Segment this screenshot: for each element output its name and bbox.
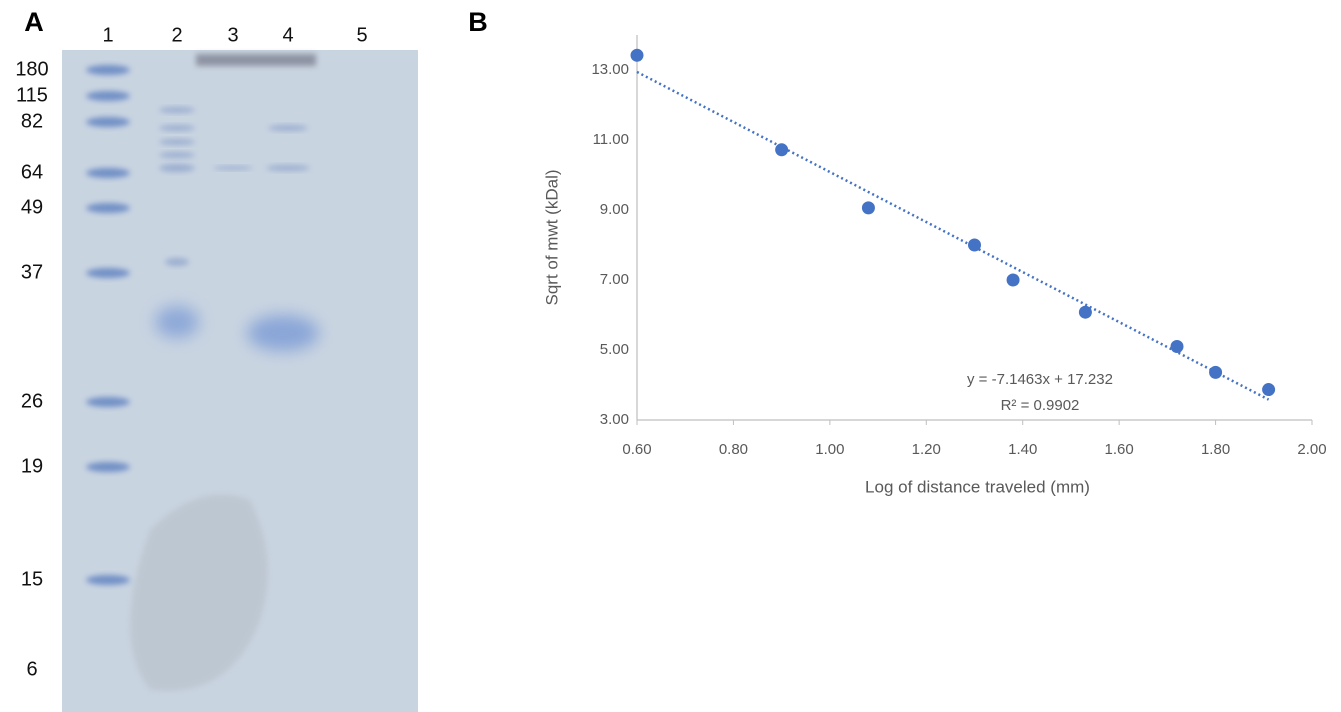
gel-band <box>159 152 195 158</box>
marker-band <box>86 203 130 213</box>
point <box>861 201 875 215</box>
marker-band <box>86 397 130 407</box>
r-squared: R² = 0.9902 <box>1001 397 1080 414</box>
point <box>1170 340 1184 353</box>
marker-band <box>86 91 130 101</box>
gel-band <box>159 125 195 131</box>
marker-label: 19 <box>21 455 43 477</box>
gel-band <box>266 165 310 171</box>
x-tick-label: 1.20 <box>912 441 941 458</box>
lane-label: 3 <box>227 24 238 46</box>
point <box>1262 383 1276 397</box>
x-tick-label: 1.60 <box>1105 441 1134 458</box>
marker-label: 82 <box>21 110 43 132</box>
x-tick-label: 2.00 <box>1297 441 1326 458</box>
y-axis-label: Sqrt of mwt (kDal) <box>542 169 561 305</box>
marker-label: 26 <box>21 390 43 412</box>
lane-label: 2 <box>171 24 182 46</box>
lane-label: 1 <box>102 24 113 46</box>
point <box>1078 305 1092 319</box>
marker-band <box>86 117 130 127</box>
gel-band <box>165 258 189 266</box>
lane-label: 5 <box>356 24 367 46</box>
gel-edge <box>196 54 316 66</box>
panel-label: B <box>468 7 488 37</box>
panel-label: A <box>24 7 44 37</box>
marker-label: 49 <box>21 196 43 218</box>
gel-band <box>159 139 195 145</box>
marker-band <box>86 168 130 178</box>
x-tick-label: 1.00 <box>815 441 844 458</box>
gel-band <box>155 306 199 338</box>
marker-label: 115 <box>16 84 48 106</box>
x-tick-label: 1.40 <box>1008 441 1037 458</box>
marker-band <box>86 65 130 75</box>
lane-label: 4 <box>282 24 293 46</box>
y-tick-label: 13.00 <box>591 61 629 78</box>
gel-band <box>247 315 319 351</box>
marker-band <box>86 575 130 585</box>
y-tick-label: 5.00 <box>600 341 629 358</box>
marker-label: 180 <box>15 58 48 80</box>
point <box>775 143 789 157</box>
x-axis-label: Log of distance traveled (mm) <box>865 477 1090 496</box>
point <box>630 48 644 62</box>
equation: y = -7.1463x + 17.232 <box>967 371 1113 388</box>
point <box>968 238 981 252</box>
gel-band <box>159 164 195 172</box>
marker-label: 64 <box>21 161 43 183</box>
trendline <box>636 70 1270 401</box>
y-tick-label: 11.00 <box>593 131 629 148</box>
y-tick-label: 7.00 <box>600 271 629 288</box>
y-tick-label: 9.00 <box>600 201 629 218</box>
marker-label: 6 <box>26 658 37 680</box>
marker-label: 15 <box>21 568 43 590</box>
x-tick-label: 1.80 <box>1201 441 1230 458</box>
point <box>1006 273 1020 287</box>
marker-band <box>86 268 130 278</box>
x-tick-label: 0.80 <box>719 441 748 458</box>
marker-band <box>86 462 130 472</box>
gel-band <box>268 125 308 131</box>
x-tick-label: 0.60 <box>622 441 651 458</box>
gel-stain <box>130 494 268 692</box>
y-tick-label: 3.00 <box>600 411 629 428</box>
point <box>1209 365 1223 379</box>
gel-band <box>213 166 253 170</box>
gel-band <box>159 107 195 113</box>
marker-label: 37 <box>21 261 43 283</box>
